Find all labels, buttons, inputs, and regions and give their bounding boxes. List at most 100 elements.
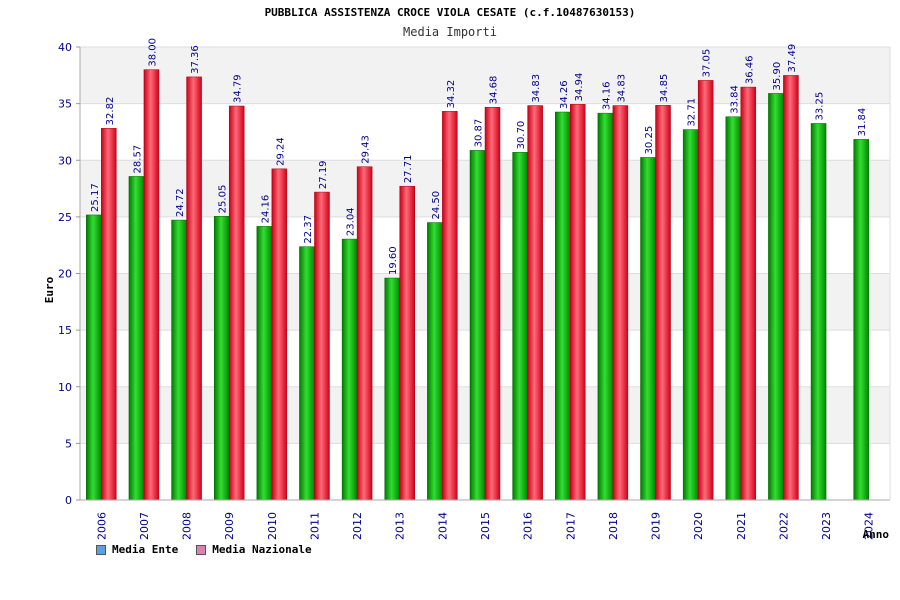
value-label: 37.49: [787, 44, 798, 73]
value-labels: 25.17 32.82 28.57 38.00 24.72 37.36 25.05 34.79…: [90, 38, 868, 275]
bar-media-nazionale: [612, 105, 629, 501]
value-label: 34.26: [559, 80, 570, 109]
bar-media-ente: [128, 176, 145, 501]
bar-media-ente: [213, 216, 230, 501]
value-label: 29.43: [361, 135, 372, 164]
bar-media-ente: [256, 226, 273, 501]
bar-media-nazionale: [228, 105, 245, 501]
value-label: 23.04: [346, 207, 357, 236]
bar-media-ente: [853, 139, 869, 501]
y-tick-label: 35: [58, 98, 72, 111]
value-label: 27.71: [403, 155, 414, 184]
value-label: 34.83: [616, 74, 627, 103]
y-tick-label: 40: [58, 41, 72, 54]
legend-swatch-ente: [96, 544, 106, 555]
value-label: 36.46: [744, 55, 755, 84]
y-tick-label: 25: [58, 211, 72, 224]
value-label: 34.16: [601, 81, 612, 110]
x-tick-label: 2007: [138, 512, 151, 540]
bar-media-nazionale: [442, 111, 458, 501]
bar-media-nazionale: [101, 128, 117, 501]
bar-media-nazionale: [740, 86, 757, 501]
bar-media-ente: [725, 116, 742, 501]
x-tick-label: 2012: [351, 512, 364, 540]
bar-media-nazionale: [783, 75, 799, 501]
legend-label-ente: Media Ente: [112, 543, 179, 556]
bar-media-nazionale: [143, 69, 160, 501]
x-tick-label: 2010: [266, 512, 279, 540]
bar-media-ente: [86, 214, 102, 501]
value-label: 27.19: [318, 160, 329, 189]
value-label: 24.16: [260, 195, 271, 224]
x-tick-label: 2024: [863, 512, 876, 540]
value-label: 33.84: [729, 85, 740, 114]
x-tick-label: 2015: [479, 512, 492, 540]
bar-media-nazionale: [186, 76, 202, 501]
legend-label-nazionale: Media Nazionale: [212, 543, 312, 556]
bar-media-ente: [810, 123, 827, 501]
x-tick-label: 2022: [777, 512, 790, 540]
value-label: 22.37: [303, 215, 314, 244]
y-tick-label: 15: [58, 324, 72, 337]
bar-media-ente: [555, 111, 571, 501]
y-tick-label: 5: [65, 437, 72, 450]
x-tick-label: 2019: [650, 512, 663, 540]
y-tick-label: 20: [58, 268, 72, 281]
value-label: 24.72: [175, 188, 186, 217]
x-tick-label: 2021: [735, 512, 748, 540]
value-label: 33.25: [815, 92, 826, 121]
bar-media-ente: [682, 129, 699, 501]
x-tick-label: 2023: [820, 512, 833, 540]
y-tick-label: 30: [58, 154, 72, 167]
bar-media-nazionale: [570, 104, 586, 501]
value-label: 34.68: [489, 76, 500, 105]
value-label: 34.83: [531, 74, 542, 103]
chart-title: PUBBLICA ASSISTENZA CROCE VIOLA CESATE (…: [264, 6, 636, 19]
x-tick-label: 2018: [607, 512, 620, 540]
x-tick-label: 2016: [522, 512, 535, 540]
bar-media-ente: [768, 93, 784, 501]
bar-media-nazionale: [697, 80, 714, 501]
x-tick-label: 2014: [436, 512, 449, 540]
value-label: 24.50: [431, 191, 442, 220]
value-label: 32.71: [687, 98, 698, 127]
value-label: 28.57: [132, 145, 143, 174]
x-tick-label: 2013: [394, 512, 407, 540]
value-label: 34.94: [574, 73, 585, 102]
value-label: 32.82: [105, 97, 116, 126]
x-tick-label: 2011: [308, 512, 321, 540]
bar-media-nazionale: [484, 106, 501, 501]
value-label: 30.70: [516, 121, 527, 150]
legend-item-ente: Media Ente: [96, 543, 178, 556]
bars: [86, 69, 869, 501]
bar-media-nazionale: [314, 191, 330, 501]
value-label: 30.25: [644, 126, 655, 155]
value-label: 25.05: [218, 185, 229, 214]
bar-media-ente: [171, 219, 187, 501]
y-axis-label: Euro: [43, 276, 56, 303]
bar-media-nazionale: [527, 105, 543, 501]
bar-media-ente: [597, 112, 614, 501]
legend-swatch-nazionale: [196, 544, 207, 555]
x-tick-labels: 2006 2007 2008 2009 2010 2011 2012 2013 2014 2015…: [95, 512, 875, 540]
x-tick-label: 2020: [692, 512, 705, 540]
bar-media-ente: [512, 152, 528, 501]
x-axis-label: Anno: [863, 528, 890, 541]
y-tick-labels: 0 5 10 15 20 25 30 35 40: [58, 41, 80, 507]
value-label: 31.84: [857, 108, 868, 137]
value-label: 34.79: [233, 74, 244, 103]
value-label: 25.17: [90, 183, 101, 212]
bar-media-nazionale: [271, 168, 288, 501]
x-tick-label: 2008: [181, 512, 194, 540]
bar-media-ente: [640, 157, 656, 501]
value-label: 37.36: [190, 45, 201, 74]
legend: Media Ente Media Nazionale: [96, 543, 312, 556]
x-tick-label: 2009: [223, 512, 236, 540]
y-tick-label: 0: [65, 494, 72, 507]
x-tick-label: 2017: [564, 512, 577, 540]
bar-media-ente: [299, 246, 315, 501]
value-label: 34.85: [659, 74, 670, 103]
value-label: 38.00: [147, 38, 158, 67]
legend-item-nazionale: Media Nazionale: [196, 543, 312, 556]
y-tick-label: 10: [58, 381, 72, 394]
